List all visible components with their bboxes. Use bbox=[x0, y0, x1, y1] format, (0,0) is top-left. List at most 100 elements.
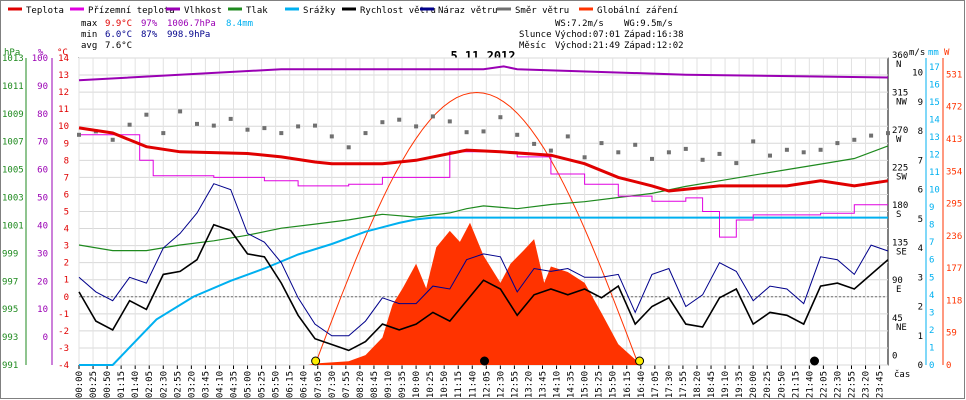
axes: 00:00 00:25 00:50 01:15 01:40 02:05 02:30 02:55… bbox=[2, 51, 962, 398]
unit-degc: °C bbox=[57, 48, 68, 58]
sunrise-marker bbox=[311, 356, 321, 366]
x-tick-label: 05:50 bbox=[272, 371, 282, 398]
stats-wg: WG:9.5m/s bbox=[624, 19, 673, 29]
y-tick-ms: 5 bbox=[918, 215, 923, 225]
legend: Teplota Přízemní teplota Vlhkost Tlak Srážky… bbox=[8, 6, 678, 16]
axis-unit-labels: hPa% °C m/s mm W bbox=[4, 48, 950, 58]
stats-max-rain: 8.4mm bbox=[226, 19, 253, 29]
y-tick-direction-label: SW bbox=[896, 173, 907, 183]
y-tick-hpa: 1003 bbox=[2, 194, 24, 204]
y-tick-direction: 270 bbox=[892, 126, 908, 136]
wind-direction-point bbox=[110, 137, 115, 142]
x-tick-label: 17:30 bbox=[665, 371, 675, 398]
wind-direction-point bbox=[768, 153, 772, 158]
x-axis: 00:00 00:25 00:50 01:15 01:40 02:05 02:30 02:55… bbox=[75, 365, 910, 398]
wind-direction-point bbox=[77, 132, 81, 137]
stats-ws: WS:7.2m/s bbox=[555, 19, 604, 29]
y-tick-w: 295 bbox=[946, 200, 962, 210]
y-tick-temp: 12 bbox=[58, 88, 69, 98]
x-tick-label: 19:35 bbox=[735, 371, 745, 398]
y-tick-ms: 2 bbox=[918, 303, 923, 313]
y-tick-direction: 225 bbox=[892, 164, 908, 174]
wind-direction-point bbox=[565, 134, 570, 139]
x-tick-label: 12:05 bbox=[482, 371, 492, 398]
x-tick-label: 14:10 bbox=[553, 371, 563, 398]
legend-label: Vlhkost bbox=[184, 6, 222, 16]
wind-direction-point bbox=[228, 116, 233, 121]
x-tick-label: 00:50 bbox=[103, 371, 113, 398]
wind-direction-point bbox=[717, 151, 722, 156]
wind-direction-point bbox=[313, 123, 317, 128]
stats-max-temp: 9.9°C bbox=[105, 19, 132, 29]
series-humidity bbox=[78, 65, 889, 82]
wind-direction-point bbox=[548, 148, 553, 153]
y-tick-temp: 13 bbox=[58, 71, 69, 81]
x-tick-label: 07:55 bbox=[342, 371, 352, 398]
y-tick-pct: 20 bbox=[37, 277, 48, 287]
wind-direction-point bbox=[178, 109, 183, 114]
wind-direction-point bbox=[363, 131, 368, 136]
y-tick-mm: 3 bbox=[929, 308, 934, 318]
y-tick-hpa: 1007 bbox=[2, 138, 24, 148]
y-tick-temp: 4 bbox=[64, 225, 69, 235]
x-tick-label: 08:20 bbox=[356, 371, 366, 398]
y-tick-hpa: 1009 bbox=[2, 110, 24, 120]
wind-direction-point bbox=[801, 150, 806, 155]
x-tick-label: 02:55 bbox=[173, 371, 183, 398]
y-tick-direction-label: E bbox=[896, 285, 901, 295]
stats-sun-label: Slunce bbox=[519, 30, 552, 40]
x-tick-label: 07:30 bbox=[328, 371, 338, 398]
unit-w: W bbox=[944, 48, 950, 58]
x-tick-label: 01:15 bbox=[117, 371, 127, 398]
y-tick-temp: 14 bbox=[58, 54, 69, 64]
legend-label: Směr větru bbox=[515, 6, 569, 16]
x-tick-label: 01:40 bbox=[131, 371, 141, 398]
y-tick-temp: 2 bbox=[64, 259, 69, 269]
x-tick-label: 16:40 bbox=[637, 371, 647, 398]
stats-min-hum: 87% bbox=[141, 30, 158, 40]
series-temperature bbox=[78, 126, 889, 193]
sunset-marker bbox=[635, 356, 645, 366]
stats-min-temp: 6.0°C bbox=[105, 30, 132, 40]
x-tick-label: 15:25 bbox=[595, 371, 605, 398]
stats-min-press: 998.9hPa bbox=[167, 30, 210, 40]
wind-direction-point bbox=[582, 155, 587, 160]
x-tick-label: 19:10 bbox=[721, 371, 731, 398]
y-tick-temp: -4 bbox=[58, 361, 69, 371]
y-tick-mm: 4 bbox=[929, 291, 934, 301]
x-tick-label: 16:15 bbox=[623, 371, 633, 398]
y-tick-mm: 15 bbox=[929, 98, 940, 108]
y-tick-hpa: 993 bbox=[2, 333, 18, 343]
moonrise-marker bbox=[810, 356, 820, 366]
y-tick-pct: 0 bbox=[43, 333, 48, 343]
y-tick-mm: 13 bbox=[929, 133, 940, 143]
y-tick-temp: 3 bbox=[64, 242, 69, 252]
x-tick-label: 06:40 bbox=[300, 371, 310, 398]
stats-panel: max 9.9°C 97% 1006.7hPa 8.4mm min 6.0°C 87% 998.… bbox=[81, 19, 684, 51]
y-tick-pct: 100 bbox=[32, 54, 48, 64]
legend-label: Srážky bbox=[303, 6, 336, 16]
y-tick-ms: 7 bbox=[918, 156, 923, 166]
x-tick-label: 06:15 bbox=[286, 371, 296, 398]
stats-max-label: max bbox=[81, 19, 98, 29]
left-axes: 1013101110091007100510031001999997995993… bbox=[2, 54, 69, 371]
wind-direction-point bbox=[886, 131, 890, 136]
wind-direction-point bbox=[296, 124, 301, 129]
y-tick-direction: 90 bbox=[892, 276, 903, 286]
y-tick-pct: 30 bbox=[37, 249, 48, 259]
series-wind-gust bbox=[78, 183, 889, 337]
legend-label: Přízemní teplota bbox=[88, 6, 175, 16]
y-tick-ms: 8 bbox=[918, 127, 923, 137]
y-tick-ms: 10 bbox=[912, 69, 923, 79]
stats-max-press: 1006.7hPa bbox=[167, 19, 216, 29]
x-tick-label: 11:40 bbox=[468, 371, 478, 398]
x-tick-label: 15:50 bbox=[609, 371, 619, 398]
y-tick-ms: 1 bbox=[918, 332, 923, 342]
right-axes: 360N315NW270W225SW180S135SE90E45NE010987… bbox=[892, 51, 962, 371]
y-tick-direction-label: S bbox=[896, 210, 901, 220]
y-tick-direction: 315 bbox=[892, 89, 908, 99]
wind-direction-point bbox=[380, 120, 385, 125]
wind-direction-point bbox=[599, 141, 604, 146]
wind-direction-point bbox=[430, 114, 435, 119]
x-tick-label: 18:45 bbox=[707, 371, 717, 398]
